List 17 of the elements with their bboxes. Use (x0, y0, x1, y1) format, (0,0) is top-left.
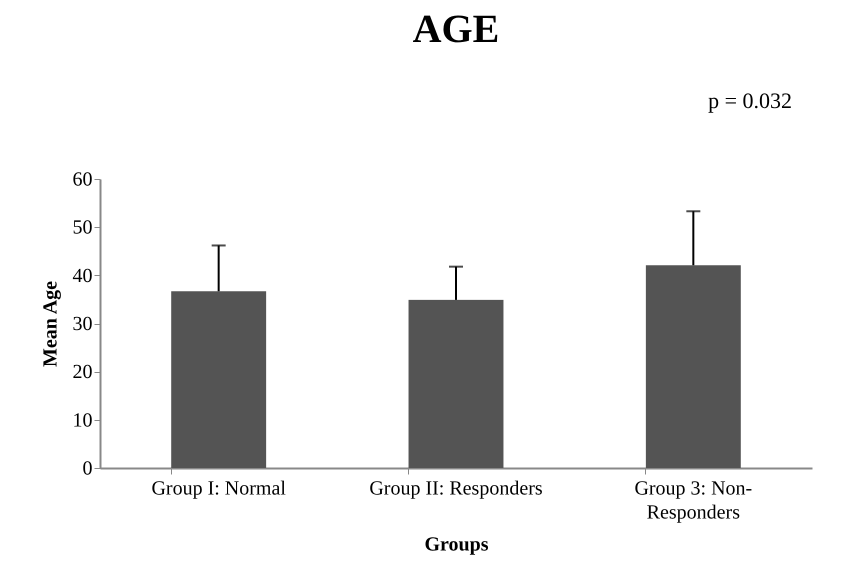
y-tick-label: 0 (82, 458, 92, 480)
x-tick-label: Group II: Responders (369, 478, 543, 500)
x-tick-label: Group 3: Non-Responders (634, 478, 752, 524)
y-tick-label: 30 (72, 313, 92, 335)
text: p = 0.032 (708, 88, 792, 113)
y-tick-label: 10 (72, 409, 92, 432)
chart-title: AGE (412, 6, 500, 51)
bar (171, 291, 266, 468)
y-tick-label: 40 (72, 264, 92, 287)
y-tick-label: 50 (72, 216, 92, 239)
x-tick-label: Group I: Normal (151, 478, 286, 500)
x-axis-title: Groups (424, 534, 489, 556)
bar (646, 265, 741, 468)
y-axis-title: Mean Age (40, 280, 62, 368)
y-tick-label: 60 (72, 168, 92, 190)
bar (408, 300, 504, 468)
y-tick-label: 20 (72, 361, 92, 384)
